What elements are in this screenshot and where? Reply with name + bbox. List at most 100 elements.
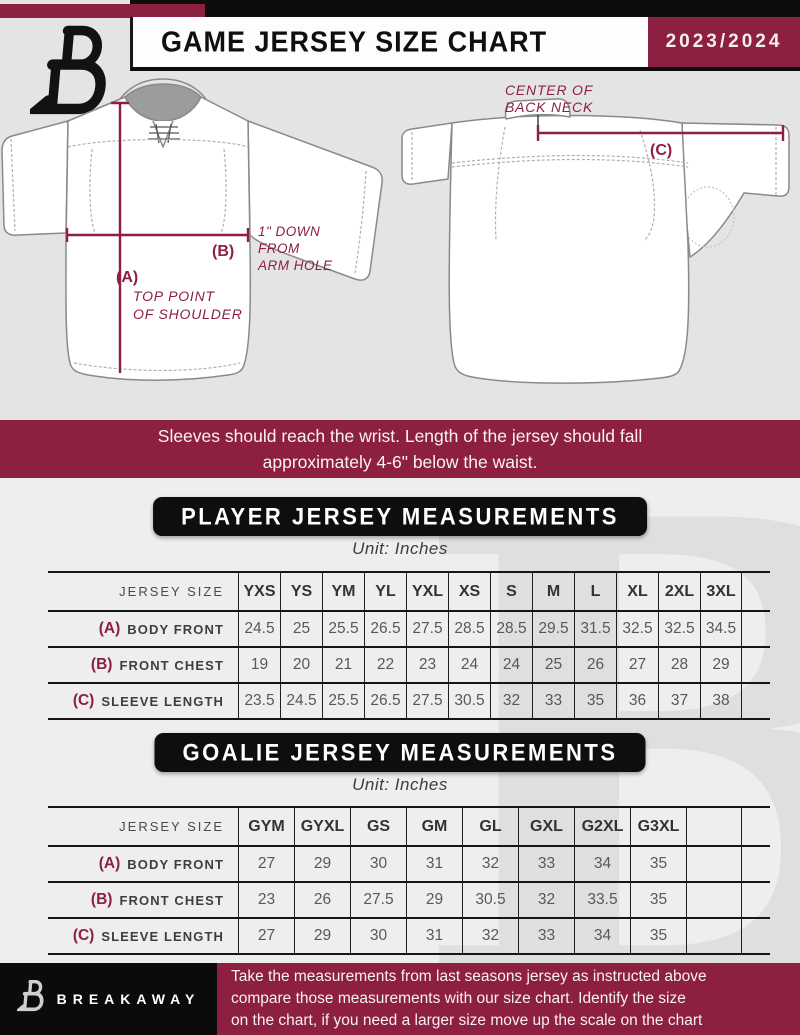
size-value-cell: 29 [406, 883, 462, 917]
size-value-cell: 28.5 [490, 612, 532, 646]
size-value-cell: 25 [280, 612, 322, 646]
front-b-note-line3: ARM HOLE [257, 258, 333, 273]
brand-name: BREAKAWAY [56, 991, 201, 1007]
player-unit-label: Unit: Inches [352, 539, 448, 558]
row-label-cell: (A) BODY FRONT [98, 855, 224, 872]
back-jersey-drawing: CENTER OF BACK NECK (C) [401, 82, 790, 384]
row-filler [742, 648, 770, 682]
size-col-header: GXL [518, 808, 574, 845]
size-value-cell: 24.5 [280, 684, 322, 718]
size-col-header: XL [616, 573, 658, 610]
size-value-cell: 26 [294, 883, 350, 917]
footer-line1: Take the measurements from last seasons … [231, 968, 707, 985]
footer-brand-block: BREAKAWAY [0, 963, 217, 1035]
header-black-bar [130, 0, 800, 17]
size-value-cell: 24 [490, 648, 532, 682]
corner-cell: JERSEY SIZE [119, 584, 224, 599]
size-value-cell-empty [686, 883, 742, 917]
size-col-header: GYXL [294, 808, 350, 845]
size-value-cell: 27 [238, 847, 294, 881]
table-row: (A) BODY FRONT 24.5 25 25.5 26.5 27.5 28… [48, 612, 770, 648]
size-value-cell: 27 [616, 648, 658, 682]
front-a-label: (A) [116, 269, 138, 286]
goalie-section-title: GOALIE JERSEY MEASUREMENTS [182, 738, 618, 766]
size-value-cell: 23 [406, 648, 448, 682]
player-section-header: PLAYER JERSEY MEASUREMENTS [153, 497, 647, 536]
footer-line2: compare those measurements with our size… [231, 990, 686, 1007]
size-value-cell: 31 [406, 847, 462, 881]
jersey-diagram: (A) TOP POINT OF SHOULDER (B) 1" DOWN FR… [1, 78, 790, 384]
back-neck-note-line1: CENTER OF [505, 82, 594, 98]
breakaway-logo-icon [14, 978, 47, 1021]
size-value-cell: 32 [518, 883, 574, 917]
size-value-cell: 26.5 [364, 684, 406, 718]
size-value-cell: 33 [518, 847, 574, 881]
size-value-cell: 30.5 [448, 684, 490, 718]
size-value-cell: 30 [350, 919, 406, 953]
size-value-cell-empty [686, 847, 742, 881]
footer-instructions: Take the measurements from last seasons … [217, 963, 800, 1035]
size-col-header: M [532, 573, 574, 610]
header-maroon-strip [0, 4, 205, 18]
size-value-cell: 30.5 [462, 883, 518, 917]
banner-line2: approximately 4-6" below the waist. [262, 452, 538, 472]
size-col-header: YM [322, 573, 364, 610]
size-value-cell: 34.5 [700, 612, 742, 646]
size-value-cell: 35 [630, 847, 686, 881]
season-box: 2023/2024 [648, 17, 800, 71]
goalie-unit-label: Unit: Inches [352, 775, 448, 794]
size-value-cell: 32 [462, 919, 518, 953]
corner-cell: JERSEY SIZE [119, 819, 224, 834]
size-value-cell: 33.5 [574, 883, 630, 917]
row-filler [742, 808, 770, 845]
row-label-cell: (A) BODY FRONT [98, 620, 224, 637]
back-c-label: (C) [650, 142, 672, 159]
row-filler [742, 684, 770, 718]
size-value-cell: 29 [700, 648, 742, 682]
table-row: (C) SLEEVE LENGTH 23.5 24.5 25.5 26.5 27… [48, 684, 770, 720]
row-label-cell: (B) FRONT CHEST [90, 656, 224, 673]
table-row: (B) FRONT CHEST 23 26 27.5 29 30.5 32 33… [48, 883, 770, 919]
size-value-cell: 25.5 [322, 684, 364, 718]
player-section-title: PLAYER JERSEY MEASUREMENTS [181, 502, 619, 530]
back-neck-note-line2: BACK NECK [505, 99, 593, 115]
size-col-header: YXS [238, 573, 280, 610]
size-col-header: GM [406, 808, 462, 845]
page-title: GAME JERSEY SIZE CHART [161, 25, 548, 58]
size-col-header: 3XL [700, 573, 742, 610]
table-row: (A) BODY FRONT 27 29 30 31 32 33 34 35 [48, 847, 770, 883]
front-b-note-line2: FROM [258, 241, 300, 256]
size-value-cell: 23.5 [238, 684, 280, 718]
size-col-header: GS [350, 808, 406, 845]
size-value-cell: 35 [630, 919, 686, 953]
size-value-cell-empty [686, 919, 742, 953]
size-value-cell: 21 [322, 648, 364, 682]
size-value-cell: 26 [574, 648, 616, 682]
size-value-cell: 34 [574, 847, 630, 881]
size-value-cell: 35 [630, 883, 686, 917]
size-col-header: G3XL [630, 808, 686, 845]
size-col-header: GL [462, 808, 518, 845]
size-value-cell: 20 [280, 648, 322, 682]
banner-line1: Sleeves should reach the wrist. Length o… [157, 425, 643, 446]
size-value-cell: 27.5 [406, 684, 448, 718]
fit-instruction-banner: Sleeves should reach the wrist. Length o… [0, 420, 800, 478]
size-value-cell: 36 [616, 684, 658, 718]
size-value-cell: 29 [294, 847, 350, 881]
size-col-header: L [574, 573, 616, 610]
size-col-header: YXL [406, 573, 448, 610]
size-value-cell: 25.5 [322, 612, 364, 646]
front-a-note-line2: OF SHOULDER [133, 306, 243, 322]
size-col-header: S [490, 573, 532, 610]
table-row: (B) FRONT CHEST 19 20 21 22 23 24 24 25 … [48, 648, 770, 684]
table-row: (C) SLEEVE LENGTH 27 29 30 31 32 33 34 3… [48, 919, 770, 955]
season-label: 2023/2024 [665, 31, 783, 52]
size-value-cell: 28 [658, 648, 700, 682]
size-value-cell: 32 [462, 847, 518, 881]
brand-logo-icon [23, 22, 116, 131]
size-value-cell: 31 [406, 919, 462, 953]
size-value-cell: 27.5 [350, 883, 406, 917]
row-filler [742, 573, 770, 610]
title-box: GAME JERSEY SIZE CHART [130, 17, 648, 71]
